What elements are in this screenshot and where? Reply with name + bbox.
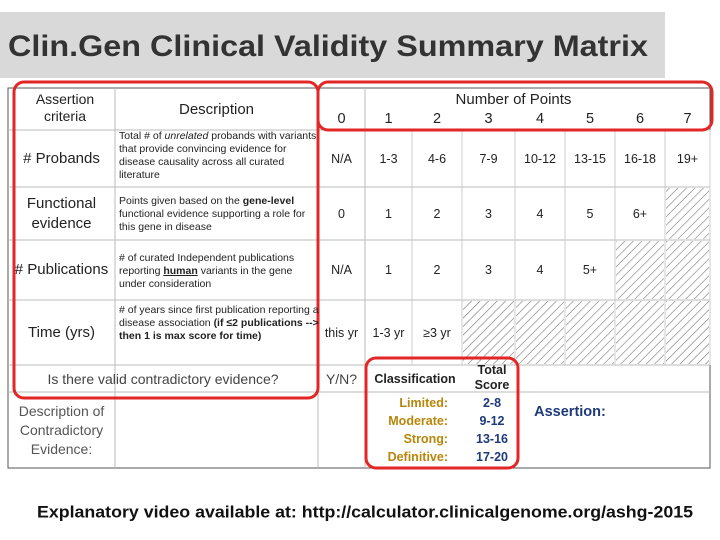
table-grid — [7, 80, 714, 470]
point-column: 5 — [585, 111, 595, 127]
points-cell: 4-6 — [427, 151, 447, 166]
points-cell: this yr — [324, 325, 359, 340]
hatched-cell — [463, 301, 514, 364]
hatched-cell — [566, 301, 614, 364]
level-score: 13-16 — [476, 432, 508, 446]
points-cell: 1 — [385, 263, 392, 277]
level-label: Definitive: — [387, 450, 448, 464]
description: Points given based on the gene-level fun… — [117, 195, 320, 234]
description: Total # of unrelated probands with varia… — [117, 130, 320, 187]
point-column: 1 — [384, 111, 393, 127]
contradictory-description: Description of Contradictory Evidence: — [18, 402, 105, 457]
points-cell: 2 — [433, 263, 441, 277]
description-emphasis: gene-level — [242, 195, 295, 207]
contradictory-question: Is there valid contradictory evidence? — [47, 370, 279, 387]
points-cell: N/A — [331, 151, 352, 166]
hatched-cell — [616, 241, 664, 299]
title-bar — [0, 12, 665, 78]
point-column: 0 — [337, 111, 346, 127]
points-cell: 4 — [536, 206, 544, 221]
points-cell: 13-15 — [574, 151, 606, 166]
points-cell: 6+ — [632, 206, 648, 221]
classification-header: Classification — [374, 371, 456, 386]
point-column: 2 — [432, 111, 442, 127]
points-cell: 5+ — [582, 263, 598, 277]
description-text: probands with variants that provide conv… — [119, 130, 317, 181]
header-criteria: Assertion criteria — [35, 91, 95, 124]
points-cell: 4 — [536, 263, 544, 277]
description: # of curated Independent publications re… — [117, 252, 320, 291]
point-column: 3 — [484, 111, 493, 127]
hatched-cell — [616, 301, 664, 364]
description-text: Total # of — [119, 130, 165, 142]
points-cell: N/A — [331, 263, 352, 277]
highlight-box — [364, 356, 520, 470]
points-cell: 3 — [485, 263, 492, 277]
points-cell: 3 — [485, 206, 492, 221]
contradictory-answer: Y/N? — [325, 370, 358, 387]
title: Clin.Gen Clinical Validity Summary Matri… — [8, 30, 648, 63]
points-cell: 0 — [338, 206, 345, 221]
points-cell: 1-3 yr — [372, 325, 405, 340]
footer: Explanatory video available at: http://c… — [37, 503, 693, 521]
header-points: Number of Points — [455, 90, 572, 108]
hatched-cell — [666, 301, 709, 364]
points-cell: 1 — [385, 206, 392, 221]
level-label: Strong: — [403, 432, 448, 446]
level-score: 2-8 — [482, 396, 502, 410]
hatched-cell — [666, 188, 709, 239]
description-text: # of years since first publication repor… — [119, 304, 319, 329]
criteria: Functional evidence — [26, 194, 97, 232]
hatched-cell — [666, 241, 709, 299]
description: # of years since first publication repor… — [117, 304, 320, 343]
points-cell: ≥3 yr — [423, 325, 451, 340]
level-label: Moderate: — [388, 414, 448, 428]
criteria: # Probands — [23, 149, 100, 167]
score-header: Total Score — [474, 363, 510, 392]
highlight-box — [12, 80, 320, 400]
point-column: 6 — [635, 111, 645, 127]
description-text: Points given based on the — [119, 195, 243, 207]
description-emphasis: human — [163, 265, 198, 277]
description-emphasis: unrelated — [164, 130, 209, 142]
points-cell: 7-9 — [479, 151, 498, 166]
highlight-box — [316, 80, 714, 132]
points-cell: 10-12 — [524, 151, 556, 166]
points-cell: 5 — [586, 206, 594, 221]
points-cell: 19+ — [676, 151, 699, 166]
level-score: 17-20 — [476, 450, 508, 464]
description-emphasis: (if ≤2 publications --> then 1 is max sc… — [119, 317, 319, 342]
assertion-label: Assertion: — [534, 404, 606, 420]
description-text: functional evidence supporting a role fo… — [119, 208, 306, 233]
point-column: 7 — [683, 111, 692, 127]
level-score: 9-12 — [479, 414, 505, 428]
description-text: # of curated Independent publications re… — [119, 252, 295, 277]
criteria: # Publications — [14, 261, 109, 278]
description-text: variants in the gene under consideration — [119, 265, 293, 290]
level-label: Limited: — [399, 396, 448, 410]
hatched-cell — [516, 301, 564, 364]
header-description: Description — [178, 100, 255, 118]
points-cell: 2 — [433, 206, 441, 221]
point-column: 4 — [535, 111, 545, 127]
criteria: Time (yrs) — [28, 323, 95, 341]
points-cell: 16-18 — [624, 151, 656, 166]
points-cell: 1-3 — [379, 151, 398, 166]
